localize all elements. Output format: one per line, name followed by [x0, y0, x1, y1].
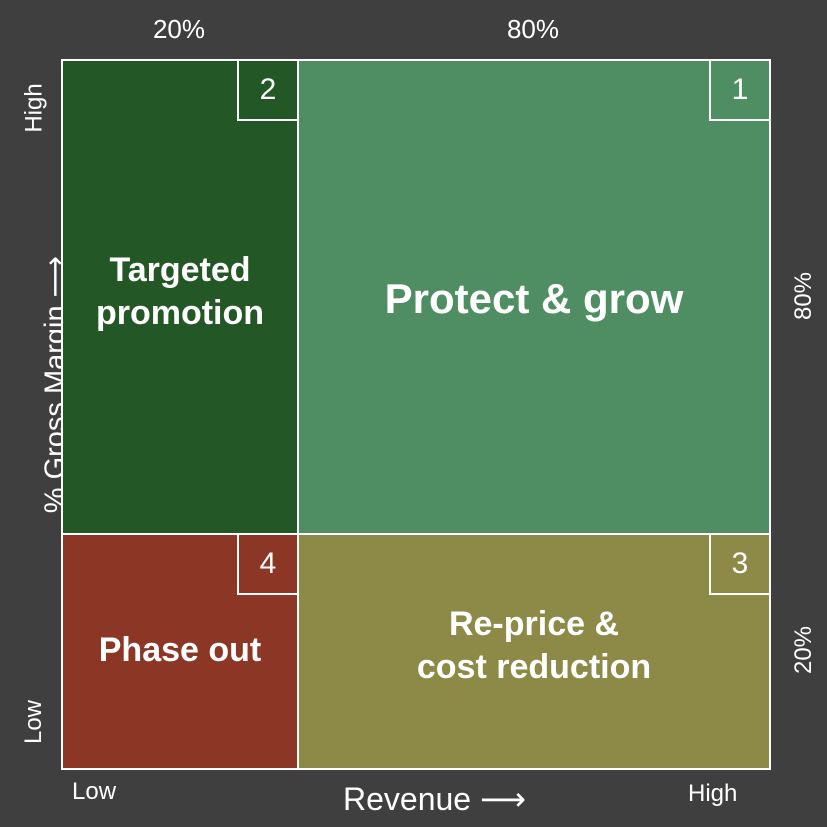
quadrant-label-line2: promotion [95, 293, 265, 332]
right-label-bottom-percent: 20% [790, 625, 818, 675]
quadrant-targeted-promotion: 2 Targeted promotion [61, 59, 299, 535]
x-axis-low-label: Low [72, 778, 117, 805]
y-axis-high-label: High [20, 83, 48, 133]
top-label-right-percent: 80% [506, 14, 560, 44]
quadrant-label-line1: Re-price & [448, 605, 620, 643]
quadrant-reprice-cost-reduction: 3 Re-price & cost reduction [297, 533, 771, 770]
quadrant-protect-grow: 1 Protect & grow [297, 59, 771, 535]
matrix-grid: 2 Targeted promotion 1 Protect & grow 4 … [61, 59, 771, 770]
quadrant-number-1: 1 [709, 61, 769, 121]
quadrant-label-targeted-promotion: Targeted promotion [63, 249, 297, 334]
right-label-top-percent: 80% [790, 271, 818, 321]
quadrant-label-line2: cost reduction [416, 647, 652, 686]
quadrant-label-reprice: Re-price & cost reduction [299, 603, 769, 688]
x-axis-title: Revenue ⟶ [343, 781, 526, 817]
quadrant-phase-out: 4 Phase out [61, 533, 299, 770]
quadrant-number-2: 2 [237, 61, 297, 121]
quadrant-number-4: 4 [237, 535, 297, 595]
quadrant-label-protect-grow: Protect & grow [384, 275, 684, 322]
quadrant-number-3: 3 [709, 535, 769, 595]
top-label-left-percent: 20% [152, 14, 206, 44]
quadrant-label-line1: Targeted [109, 251, 251, 289]
y-axis-low-label: Low [20, 699, 48, 745]
quadrant-label-phase-out: Phase out [98, 631, 262, 669]
x-axis-high-label: High [688, 780, 738, 807]
